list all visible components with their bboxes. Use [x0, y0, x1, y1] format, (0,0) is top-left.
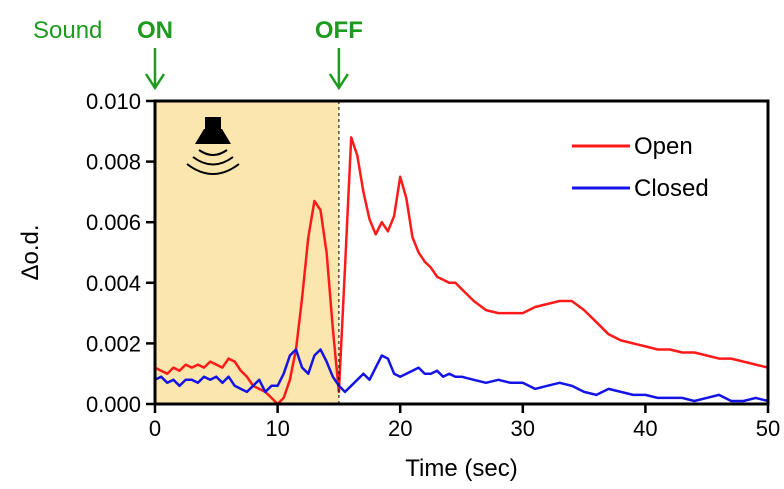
- x-tick-label: 20: [388, 416, 412, 441]
- legend-label-closed: Closed: [634, 175, 709, 202]
- x-tick-label: 10: [265, 416, 289, 441]
- y-tick-label: 0.000: [86, 392, 141, 417]
- y-tick-label: 0.010: [86, 89, 141, 114]
- series-layer: [154, 136, 769, 406]
- y-tick-label: 0.006: [86, 210, 141, 235]
- x-tick-label: 50: [756, 416, 780, 441]
- series-line-open: [154, 136, 769, 406]
- x-tick-label: 40: [633, 416, 657, 441]
- legend-label-open: Open: [634, 133, 693, 160]
- shaded-sound-region: [155, 101, 339, 404]
- plot-frame: [153, 99, 770, 406]
- y-tick-label: 0.004: [86, 271, 141, 296]
- ticks-layer: 0 10 20 30 40 50 0.000 0.002 0.004 0.006 0.008 0.01…: [86, 89, 780, 441]
- legend: Open Closed: [572, 133, 709, 202]
- off-arrow-icon: [328, 48, 349, 91]
- y-tick-label: 0.008: [86, 150, 141, 175]
- x-tick-label: 30: [511, 416, 535, 441]
- x-tick-label: 0: [149, 416, 161, 441]
- off-label: OFF: [315, 17, 363, 44]
- on-label: ON: [137, 17, 173, 44]
- y-tick-label: 0.002: [86, 331, 141, 356]
- x-axis-title: Time (sec): [405, 455, 517, 482]
- series-line-closed: [154, 348, 769, 403]
- speaker-icon: [186, 117, 240, 175]
- y-axis-title: Δo.d.: [17, 224, 44, 280]
- on-arrow-icon: [144, 48, 166, 91]
- sound-label: Sound: [33, 17, 102, 44]
